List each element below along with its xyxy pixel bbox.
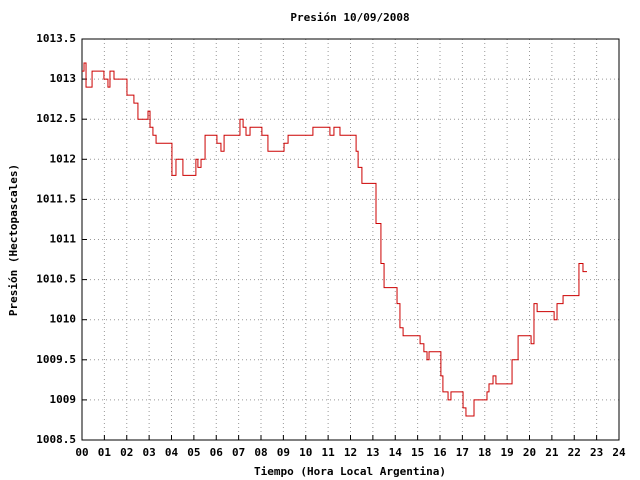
x-tick-label: 22 <box>568 446 581 459</box>
x-tick-label: 09 <box>277 446 290 459</box>
y-tick-label: 1013.5 <box>36 32 76 45</box>
x-tick-label: 02 <box>120 446 133 459</box>
x-tick-label: 08 <box>254 446 267 459</box>
x-tick-label: 03 <box>143 446 156 459</box>
y-tick-label: 1010.5 <box>36 273 76 286</box>
x-tick-label: 12 <box>344 446 357 459</box>
x-tick-label: 13 <box>366 446 379 459</box>
y-tick-label: 1013 <box>50 72 77 85</box>
y-tick-label: 1009 <box>50 393 77 406</box>
x-tick-label: 19 <box>501 446 514 459</box>
chart-title: Presión 10/09/2008 <box>290 11 409 24</box>
x-tick-label: 07 <box>232 446 245 459</box>
x-tick-label: 10 <box>299 446 312 459</box>
x-axis-label: Tiempo (Hora Local Argentina) <box>254 465 446 478</box>
x-tick-label: 11 <box>322 446 336 459</box>
x-tick-label: 00 <box>75 446 88 459</box>
x-tick-label: 20 <box>523 446 536 459</box>
y-tick-label: 1011.5 <box>36 192 76 205</box>
x-tick-label: 15 <box>411 446 424 459</box>
y-tick-label: 1012.5 <box>36 112 76 125</box>
y-tick-label: 1011 <box>50 233 77 246</box>
y-tick-label: 1010 <box>50 313 77 326</box>
y-tick-label: 1008.5 <box>36 433 76 446</box>
y-axis-label: Presión (Hectopascales) <box>7 164 20 316</box>
x-tick-label: 06 <box>210 446 224 459</box>
x-tick-label: 04 <box>165 446 179 459</box>
plot-frame <box>81 38 620 441</box>
y-tick-label: 1009.5 <box>36 353 76 366</box>
y-tick-label: 1012 <box>50 152 77 165</box>
x-tick-label: 17 <box>456 446 469 459</box>
x-tick-label: 24 <box>612 446 626 459</box>
x-tick-label: 21 <box>545 446 559 459</box>
x-tick-label: 01 <box>98 446 112 459</box>
pressure-line <box>82 62 588 417</box>
x-tick-label: 05 <box>187 446 200 459</box>
x-tick-label: 14 <box>389 446 403 459</box>
x-tick-label: 16 <box>433 446 447 459</box>
x-tick-label: 23 <box>590 446 603 459</box>
x-tick-label: 18 <box>478 446 491 459</box>
